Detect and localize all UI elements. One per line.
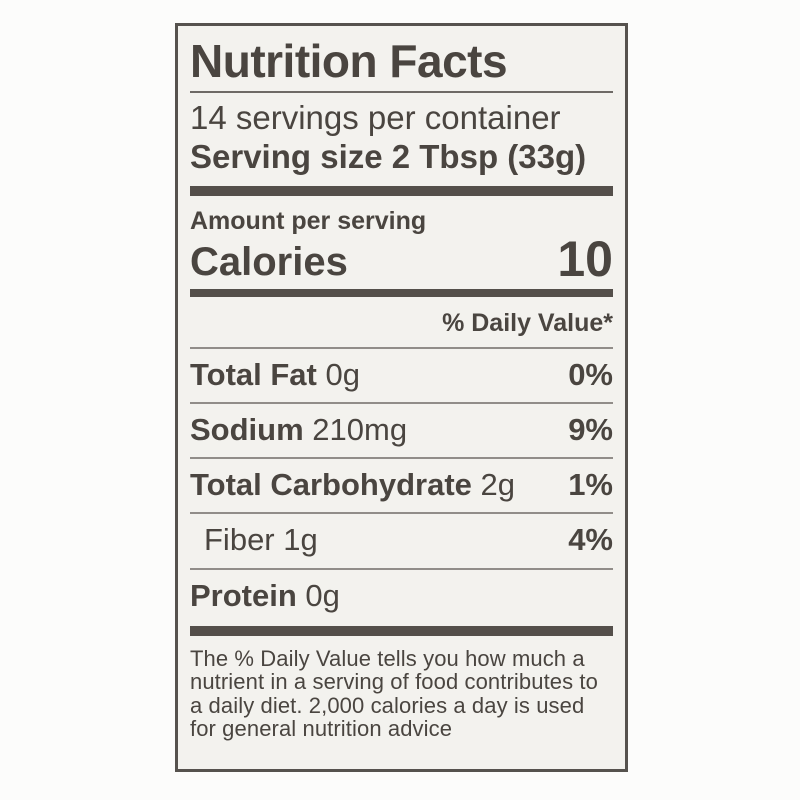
- nutrient-row-total-carbohydrate: Total Carbohydrate 2g 1%: [190, 459, 613, 512]
- serving-size: Serving size 2 Tbsp (33g): [190, 137, 587, 175]
- nutrient-daily-value: 0%: [568, 357, 613, 393]
- nutrition-facts-title: Nutrition Facts: [190, 35, 508, 87]
- calories-label: Calories: [190, 240, 348, 285]
- medium-separator-bar: [190, 289, 613, 298]
- amount-per-serving-label: Amount per serving: [190, 207, 427, 236]
- daily-value-footnote: The % Daily Value tells you how much a n…: [190, 645, 598, 742]
- row-divider: [190, 512, 613, 515]
- nutrient-row-sodium: Sodium 210mg 9%: [190, 404, 613, 457]
- row-divider: [190, 347, 613, 350]
- servings-per-container: 14 servings per container: [190, 98, 561, 136]
- calories-row: Calories 10: [190, 230, 613, 287]
- nutrient-daily-value: 4%: [568, 522, 613, 558]
- nutrient-name-amount: Sodium 210mg: [190, 413, 407, 447]
- row-divider: [190, 457, 613, 460]
- thick-separator-bar-bottom: [190, 625, 613, 636]
- row-divider: [190, 402, 613, 405]
- nutrient-row-fiber: Fiber 1g 4%: [190, 514, 613, 567]
- nutrient-name-amount: Fiber 1g: [204, 523, 318, 557]
- nutrient-name: Protein: [190, 577, 297, 613]
- nutrient-name-amount: Total Fat 0g: [190, 358, 360, 392]
- nutrient-name-amount: Protein 0g: [190, 577, 340, 613]
- nutrient-daily-value: 1%: [568, 467, 613, 503]
- nutrient-name: Total Carbohydrate: [190, 467, 472, 503]
- nutrient-row-protein: Protein 0g: [190, 570, 613, 623]
- calories-value: 10: [557, 230, 613, 287]
- row-divider: [190, 567, 613, 570]
- nutrient-amount: 2g: [480, 467, 516, 503]
- nutrient-amount: 210mg: [312, 412, 408, 448]
- nutrient-name: Sodium: [190, 412, 304, 448]
- daily-value-header: % Daily Value*: [442, 309, 613, 338]
- nutrient-daily-value: 9%: [568, 412, 613, 448]
- nutrient-name: Fiber: [204, 522, 275, 558]
- nutrient-amount: 0g: [305, 577, 340, 613]
- nutrient-name: Total Fat: [190, 357, 317, 393]
- thick-separator-bar-top: [190, 186, 613, 197]
- nutrient-amount: 0g: [325, 357, 360, 393]
- nutrition-facts-label: Nutrition Facts 14 servings per containe…: [175, 23, 628, 772]
- nutrient-row-total-fat: Total Fat 0g 0%: [190, 349, 613, 402]
- divider-under-title: [190, 90, 613, 93]
- nutrient-name-amount: Total Carbohydrate 2g: [190, 468, 515, 502]
- nutrient-amount: 1g: [283, 522, 318, 558]
